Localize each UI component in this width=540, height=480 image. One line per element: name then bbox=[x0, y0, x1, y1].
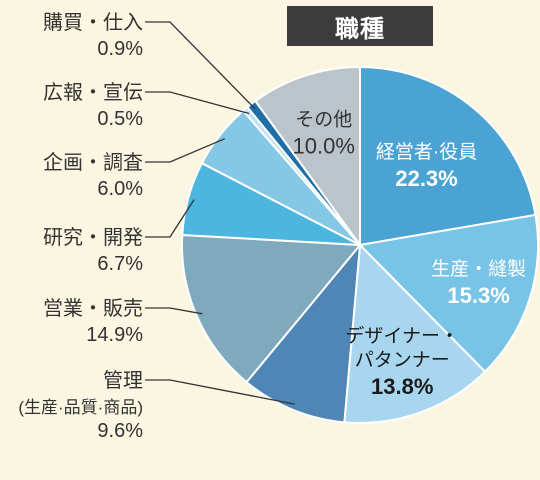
leader-line bbox=[145, 307, 203, 315]
leader-line bbox=[145, 21, 256, 110]
slice-label: 広報・宣伝 bbox=[43, 81, 143, 104]
slice-label: 営業・販売 bbox=[43, 297, 143, 320]
slice-value: 13.8% bbox=[371, 374, 433, 399]
pie-slice bbox=[359, 213, 539, 373]
leader-line bbox=[145, 91, 250, 115]
slice-value: 6.7% bbox=[97, 253, 143, 275]
pie-slice bbox=[180, 233, 361, 384]
slice-value: 22.3% bbox=[395, 166, 457, 191]
slice-value: 14.9% bbox=[86, 324, 143, 346]
slice-label: 研究・開発 bbox=[43, 226, 143, 249]
pie-slice bbox=[245, 244, 361, 424]
slice-label: 企画・調査 bbox=[43, 151, 143, 174]
slice-label: デザイナー・ bbox=[345, 325, 459, 347]
slice-value: 0.9% bbox=[97, 38, 143, 60]
leader-line bbox=[145, 138, 226, 163]
slice-label: (生産·品質·商品) bbox=[18, 398, 143, 417]
pie-slice bbox=[359, 66, 537, 246]
chart-title: 職種 bbox=[287, 6, 433, 46]
slice-label: その他 bbox=[295, 108, 352, 130]
slice-label: 経営者·役員 bbox=[376, 141, 477, 163]
slice-value: 10.0% bbox=[293, 133, 355, 158]
leader-line bbox=[145, 379, 295, 405]
leader-line bbox=[145, 199, 195, 238]
slice-value: 9.6% bbox=[97, 420, 143, 442]
slice-value: 0.5% bbox=[97, 108, 143, 130]
slice-value: 15.3% bbox=[447, 283, 509, 308]
slice-value: 6.0% bbox=[97, 178, 143, 200]
pie-slice bbox=[254, 66, 361, 246]
slice-label: 購買・仕入 bbox=[43, 11, 143, 34]
slice-label: 管理 bbox=[103, 369, 143, 392]
pie-slice bbox=[343, 244, 487, 424]
slice-label: パタンナー bbox=[355, 349, 450, 371]
slice-label: 生産・縫製 bbox=[431, 258, 526, 280]
